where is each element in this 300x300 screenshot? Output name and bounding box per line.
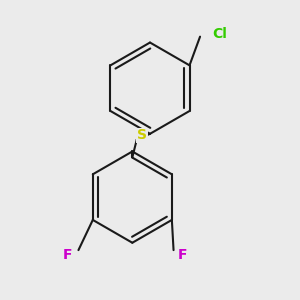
Text: S: S <box>137 128 147 142</box>
Text: F: F <box>62 248 72 262</box>
Text: Cl: Cl <box>212 27 227 41</box>
Text: F: F <box>178 248 188 262</box>
